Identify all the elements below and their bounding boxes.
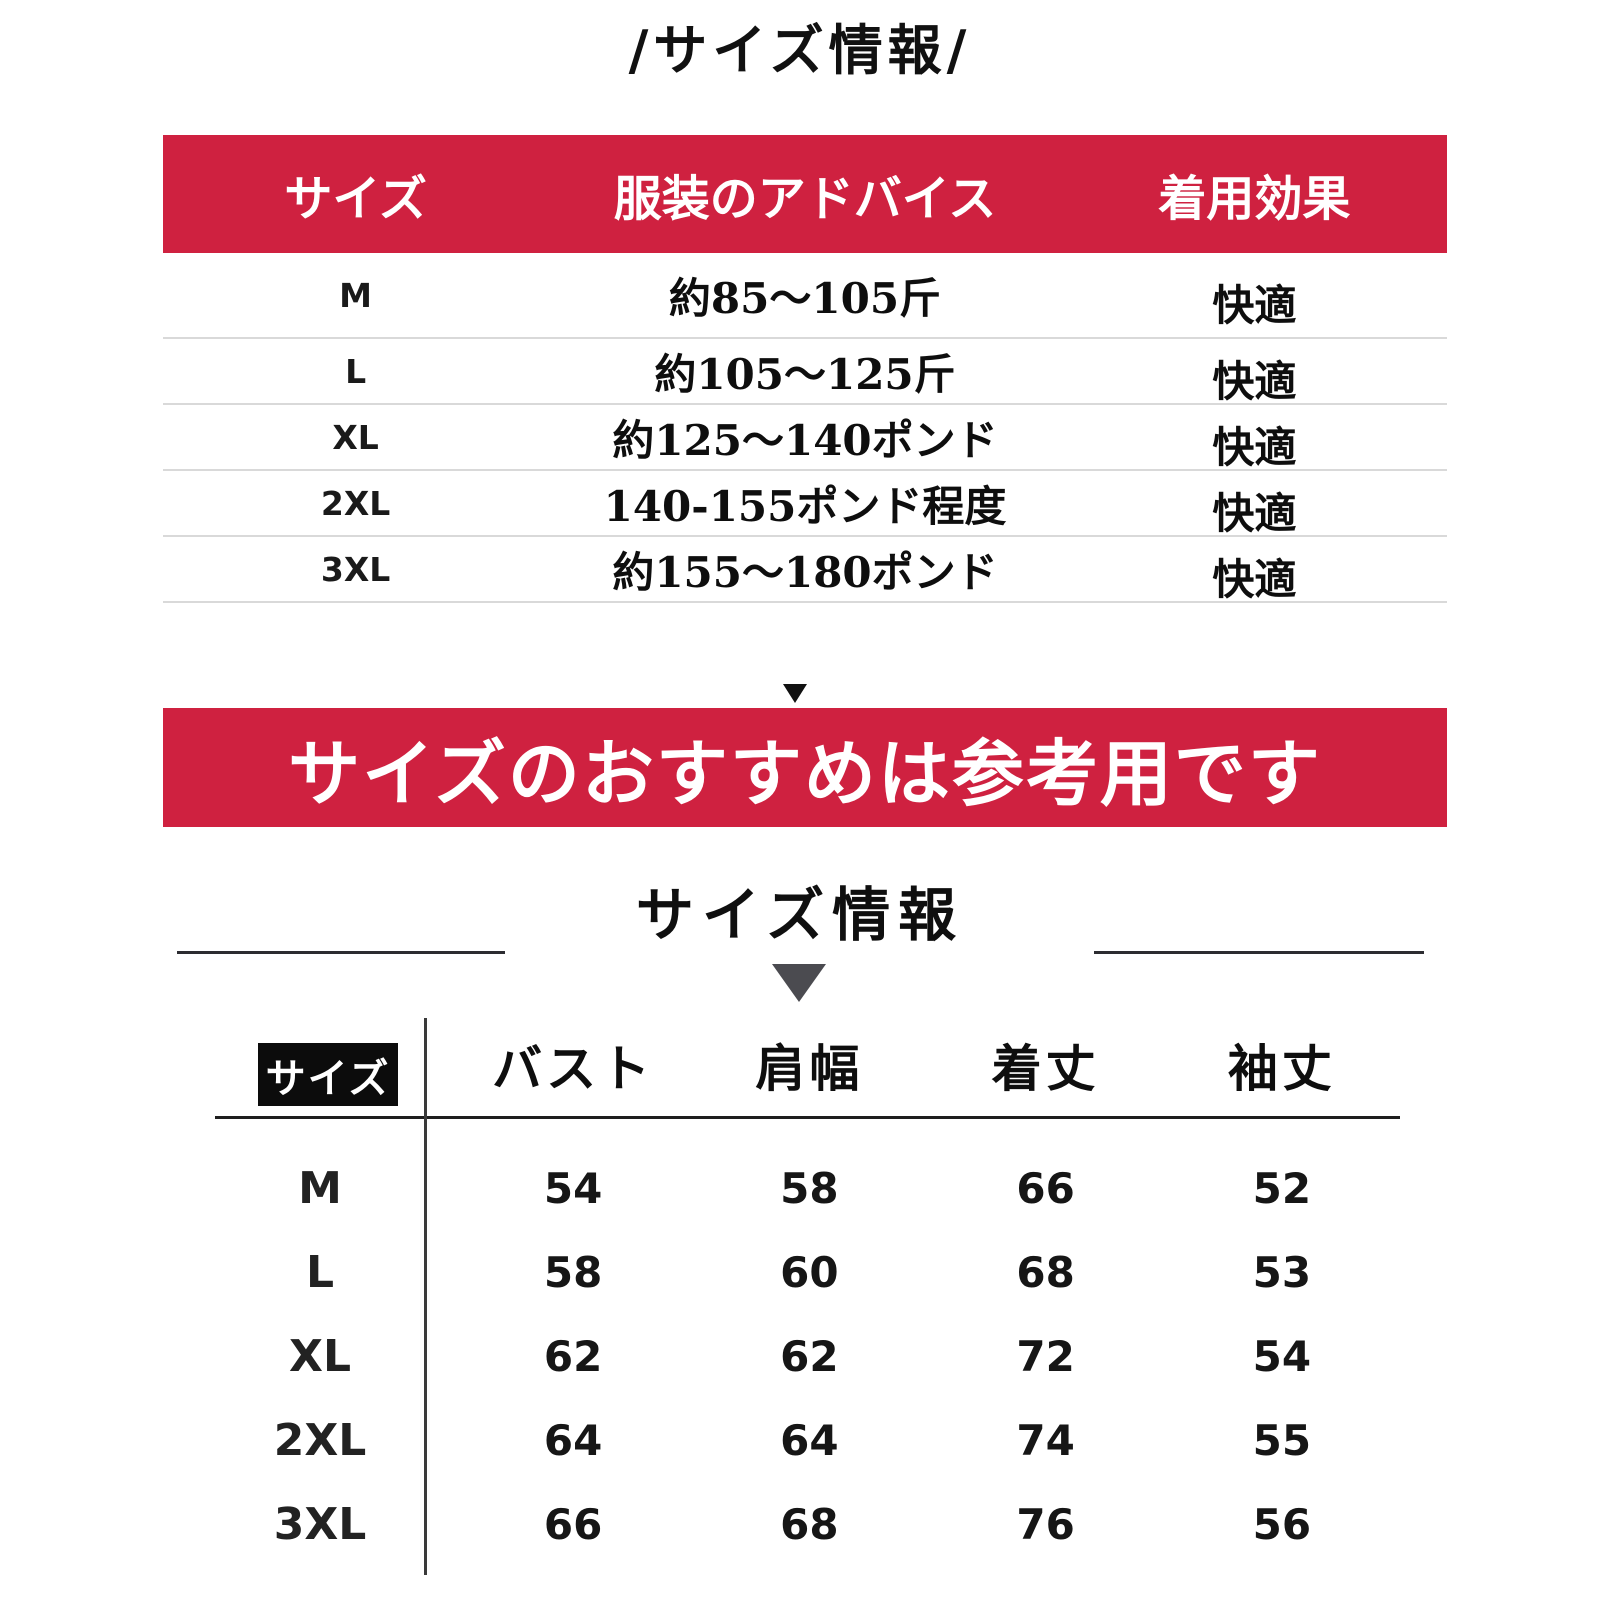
measurement-section-title: サイズ情報	[635, 881, 965, 949]
row-values: 66 68 76 56	[425, 1500, 1400, 1549]
size-corner-label: サイズ	[258, 1043, 398, 1106]
row-values: 62 62 72 54	[425, 1332, 1400, 1381]
measurement-table-row: L 58 60 68 53	[215, 1230, 1400, 1314]
size-advice-table: サイズ 服装のアドバイス 着用効果 M 約85〜105斤 快適 L 約105〜1…	[163, 135, 1447, 604]
advice-header-advice: 服装のアドバイス	[613, 171, 997, 227]
notice-banner: サイズのおすすめは参考用です	[163, 708, 1447, 827]
shoulder-value: 58	[780, 1163, 839, 1213]
bust-value: 66	[543, 1499, 603, 1549]
bust-value: 54	[543, 1163, 603, 1213]
shoulder-value: 60	[780, 1247, 839, 1297]
row-values: 58 60 68 53	[425, 1248, 1400, 1297]
size-label: XL	[289, 1330, 351, 1382]
down-arrow-icon	[783, 684, 807, 703]
advice-table-row: XL 約125〜140ポンド 快適	[163, 405, 1447, 472]
advice-table-body: M 約85〜105斤 快適 L 約105〜125斤 快適 XL 約125〜140…	[163, 253, 1447, 604]
row-values: 54 58 66 52	[425, 1164, 1400, 1213]
header-length: 着丈	[991, 1038, 1100, 1098]
effect-text: 快適	[1212, 280, 1297, 330]
shoulder-value: 64	[780, 1415, 839, 1465]
measurement-table-row: M 54 58 66 52	[215, 1146, 1400, 1230]
size-label: 3XL	[273, 1498, 367, 1550]
length-value: 76	[1016, 1499, 1075, 1549]
sleeve-value: 53	[1252, 1247, 1312, 1297]
bust-value: 64	[543, 1415, 603, 1465]
size-label: 2XL	[273, 1414, 367, 1466]
notice-banner-text: サイズのおすすめは参考用です	[288, 731, 1322, 816]
effect-text: 快適	[1212, 356, 1297, 406]
advice-header-size: サイズ	[284, 171, 427, 227]
row-values: 64 64 74 55	[425, 1416, 1400, 1465]
shoulder-value: 62	[780, 1331, 839, 1381]
advice-text: 約85〜105斤	[668, 273, 942, 323]
size-label: L	[345, 351, 367, 391]
size-label: 3XL	[320, 549, 391, 589]
bust-value: 62	[543, 1331, 603, 1381]
left-divider-line	[177, 951, 505, 954]
length-value: 72	[1016, 1331, 1075, 1381]
measurement-table-row: 3XL 66 68 76 56	[215, 1482, 1400, 1566]
length-value: 68	[1016, 1247, 1075, 1297]
size-label: M	[339, 275, 373, 315]
sleeve-value: 54	[1252, 1331, 1312, 1381]
measurement-table-row: 2XL 64 64 74 55	[215, 1398, 1400, 1482]
advice-text: 140-155ポンド程度	[603, 481, 1007, 531]
bust-value: 58	[543, 1247, 603, 1297]
size-label: XL	[332, 417, 379, 457]
advice-table-row: M 約85〜105斤 快適	[163, 253, 1447, 339]
measurement-table-header: バスト 肩幅 着丈 袖丈	[455, 1022, 1400, 1107]
header-sleeve: 袖丈	[1227, 1038, 1336, 1098]
length-value: 66	[1016, 1163, 1075, 1213]
header-shoulder: 肩幅	[755, 1038, 864, 1098]
advice-text: 約125〜140ポンド	[612, 415, 998, 465]
sleeve-value: 52	[1252, 1163, 1312, 1213]
advice-table-row: 2XL 140-155ポンド程度 快適	[163, 471, 1447, 538]
effect-text: 快適	[1212, 422, 1297, 472]
advice-table-header: サイズ 服装のアドバイス 着用効果	[163, 135, 1447, 253]
measurement-table-body: M 54 58 66 52 L 58 60 68 53 XL	[215, 1146, 1400, 1566]
header-underline	[215, 1116, 1400, 1119]
advice-table-row: L 約105〜125斤 快適	[163, 339, 1447, 406]
measurement-table-row: XL 62 62 72 54	[215, 1314, 1400, 1398]
table-vertical-line	[424, 1018, 427, 1575]
size-label: 2XL	[320, 483, 391, 523]
header-bust: バスト	[492, 1038, 655, 1098]
right-divider-line	[1094, 951, 1424, 954]
advice-text: 約105〜125斤	[654, 349, 956, 399]
effect-text: 快適	[1212, 488, 1297, 538]
effect-text: 快適	[1212, 554, 1297, 604]
advice-text: 約155〜180ポンド	[612, 547, 998, 597]
down-triangle-icon	[772, 964, 826, 1002]
shoulder-value: 68	[780, 1499, 839, 1549]
length-value: 74	[1016, 1415, 1075, 1465]
advice-header-effect: 着用効果	[1158, 171, 1351, 227]
advice-table-row: 3XL 約155〜180ポンド 快適	[163, 537, 1447, 604]
size-label: L	[305, 1246, 335, 1298]
sleeve-value: 56	[1252, 1499, 1312, 1549]
sleeve-value: 55	[1252, 1415, 1312, 1465]
size-label: M	[298, 1162, 342, 1214]
page-title: /サイズ情報/	[628, 18, 972, 82]
